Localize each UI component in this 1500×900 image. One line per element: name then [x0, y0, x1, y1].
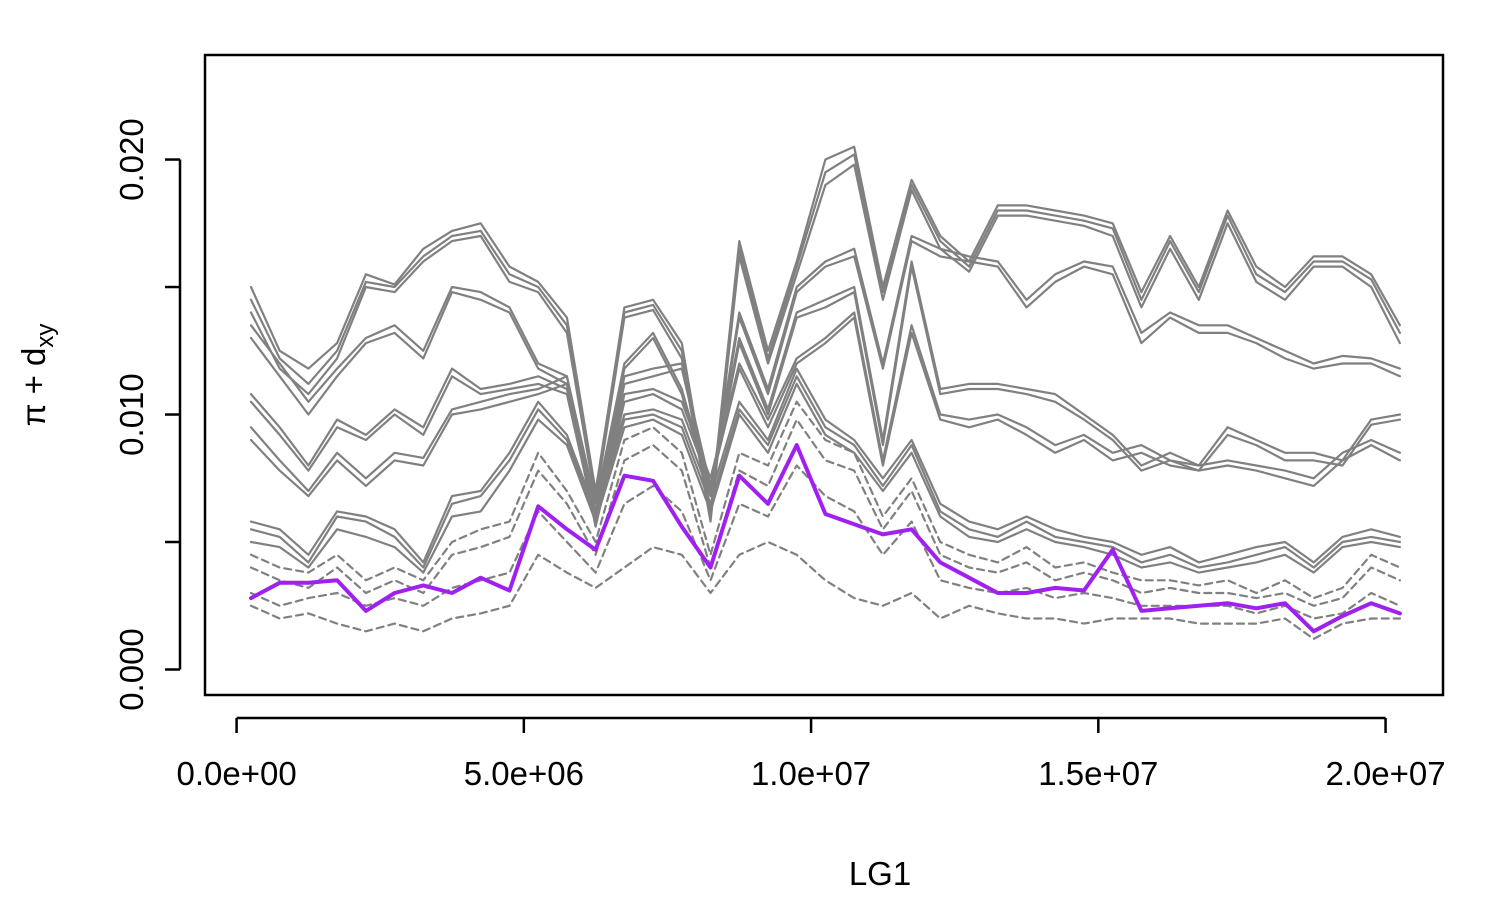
series-line-14 [249, 400, 1402, 600]
x-tick-label: 0.0e+00 [176, 755, 296, 792]
y-axis: 0.000 0.010 0.020 [113, 118, 182, 711]
x-axis: 0.0e+00 5.0e+06 1.0e+07 1.5e+07 2.0e+07 [176, 716, 1446, 792]
x-axis-title: LG1 [849, 855, 911, 892]
y-tick-label: 0.010 [113, 373, 150, 456]
y-axis-title: π + dxy [15, 324, 59, 427]
series-line-2 [249, 145, 1402, 513]
series-line-11 [249, 367, 1402, 564]
x-tick-label: 2.0e+07 [1325, 755, 1445, 792]
y-tick-label: 0.000 [113, 628, 150, 711]
series-line-4 [249, 163, 1402, 523]
series-line-5 [249, 234, 1402, 505]
series-line-3 [249, 153, 1402, 518]
series-line-12 [249, 375, 1402, 569]
series-line-9 [249, 311, 1402, 523]
series-line-7 [249, 260, 1402, 518]
series-line-13 [249, 382, 1402, 574]
plot-frame [203, 53, 1445, 697]
series-line-6 [249, 240, 1402, 513]
series-line-10 [249, 316, 1402, 528]
x-tick-label: 1.0e+07 [751, 755, 871, 792]
series-line-16 [249, 464, 1402, 620]
y-tick-label: 0.020 [113, 118, 150, 201]
x-tick-label: 1.5e+07 [1038, 755, 1158, 792]
y-axis-title-main: π + d [15, 348, 52, 427]
series-line-15 [249, 418, 1402, 607]
series-layer [249, 145, 1402, 641]
series-line-17 [249, 540, 1402, 641]
x-tick-label: 5.0e+06 [464, 755, 584, 792]
series-line-8 [249, 265, 1402, 523]
series-line-highlight [249, 443, 1402, 634]
y-axis-title-subscript: xy [32, 324, 59, 348]
